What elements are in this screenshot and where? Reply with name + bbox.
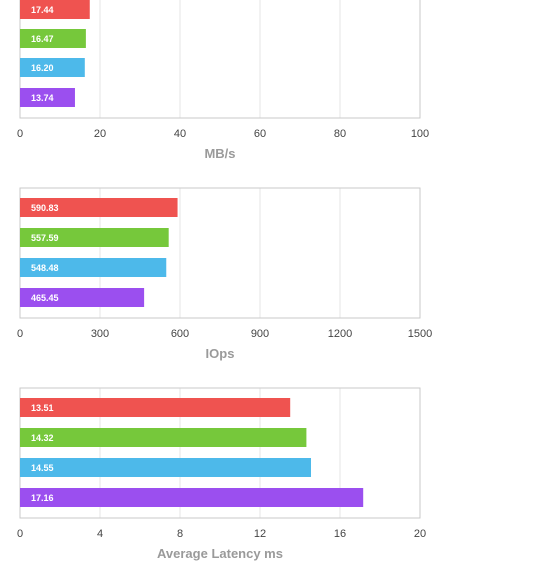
bar-latency-3 — [20, 458, 311, 477]
chart-iops: IOps 0 300 600 900 1200 1500 590.83 557.59 548.4… — [17, 187, 432, 361]
bar-iops-2 — [20, 228, 169, 247]
bar-label-iops-4: 465.45 — [31, 293, 59, 303]
tick-label-iops: 900 — [251, 328, 269, 340]
tick-label-iops: 0 — [17, 328, 23, 340]
bar-throughput-2 — [20, 29, 86, 48]
tick-label-iops: 1200 — [328, 328, 352, 340]
axis-title-iops: IOps — [206, 346, 235, 361]
tick-label-latency: 12 — [254, 528, 266, 540]
tick-label-latency: 0 — [17, 528, 23, 540]
bar-latency-4 — [20, 488, 364, 507]
bar-throughput-3 — [20, 58, 85, 77]
bar-label-iops-3: 548.48 — [31, 263, 59, 273]
axis-title-latency: Average Latency ms — [157, 546, 283, 561]
tick-label-latency: 20 — [414, 528, 426, 540]
bar-label-latency-3: 14.55 — [31, 463, 54, 473]
bar-throughput-1 — [20, 0, 90, 19]
bar-label-iops-2: 557.59 — [31, 233, 59, 243]
bar-label-throughput-4: 13.74 — [31, 93, 54, 103]
bar-iops-3 — [20, 258, 167, 277]
plot-frame-throughput — [19, 0, 421, 119]
tick-label-latency: 4 — [97, 528, 103, 540]
bar-latency-1 — [20, 398, 291, 417]
tick-label-iops: 1500 — [408, 328, 432, 340]
bar-label-throughput-2: 16.47 — [31, 34, 54, 44]
tick-label-throughput: 20 — [94, 128, 106, 140]
bar-label-latency-1: 13.51 — [31, 403, 54, 413]
bar-label-throughput-3: 16.20 — [31, 63, 54, 73]
axis-title-throughput: MB/s — [204, 146, 235, 161]
tick-label-iops: 300 — [91, 328, 109, 340]
tick-label-throughput: 100 — [411, 128, 429, 140]
tick-label-throughput: 60 — [254, 128, 266, 140]
plot-frame-iops — [19, 187, 421, 319]
chart-throughput: MB/s 0 20 40 60 80 100 17.44 16.47 16.20 13.74 — [17, 0, 429, 161]
bar-iops-1 — [20, 198, 178, 217]
bar-throughput-4 — [20, 88, 75, 107]
tick-label-throughput: 0 — [17, 128, 23, 140]
bar-label-latency-4: 17.16 — [31, 493, 54, 503]
tick-label-latency: 16 — [334, 528, 346, 540]
bar-label-latency-2: 14.32 — [31, 433, 54, 443]
chart-latency: Average Latency ms 0 4 8 12 16 20 13.51 14.32 14… — [17, 387, 426, 561]
bar-label-throughput-1: 17.44 — [31, 5, 54, 15]
tick-label-latency: 8 — [177, 528, 183, 540]
tick-label-iops: 600 — [171, 328, 189, 340]
tick-label-throughput: 80 — [334, 128, 346, 140]
bar-iops-4 — [20, 288, 145, 307]
tick-label-throughput: 40 — [174, 128, 186, 140]
bar-latency-2 — [20, 428, 307, 447]
plot-frame-latency — [19, 387, 421, 519]
bar-label-iops-1: 590.83 — [31, 203, 59, 213]
